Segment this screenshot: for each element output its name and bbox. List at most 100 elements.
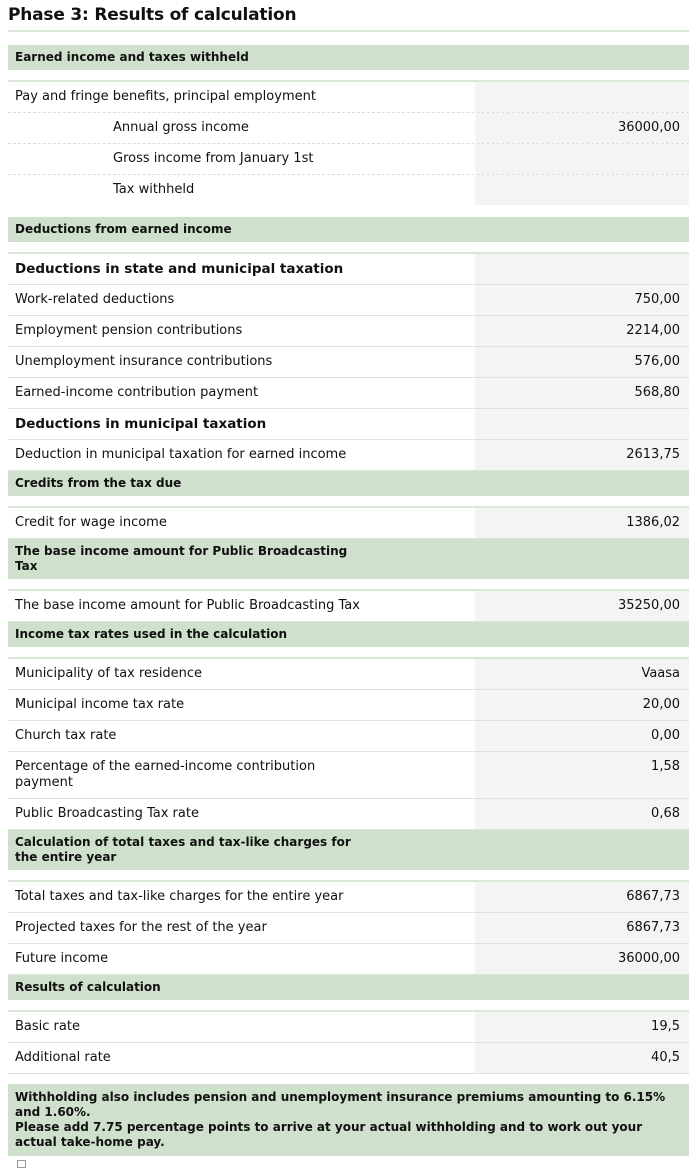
row-label: Gross income from January 1st [113, 151, 314, 166]
row-value: 6867,73 [475, 913, 689, 943]
row-value: 40,5 [475, 1043, 689, 1073]
row-label: Church tax rate [15, 728, 117, 743]
row-label-cell: Church tax rate [8, 721, 475, 751]
section-header-results-of-calculation: Results of calculation [8, 975, 689, 1000]
section-title: Results of calculation [15, 980, 161, 994]
divider [8, 70, 689, 82]
row-value: 0,00 [475, 721, 689, 751]
table-row: Future income 36000,00 [8, 944, 689, 975]
section-title: Earned income and taxes withheld [15, 50, 249, 64]
row-value: 0,68 [475, 799, 689, 829]
row-value [475, 254, 689, 284]
section-header-calculation-of-total-taxes-and-tax-like-charges-for-the-entire-year: Calculation of total taxes and tax-like … [8, 830, 689, 870]
row-label-cell: Tax withheld [8, 175, 475, 205]
row-label-cell: Earned-income contribution payment [8, 378, 475, 408]
row-value: 2214,00 [475, 316, 689, 346]
row-value: 2613,75 [475, 440, 689, 470]
row-label-cell: Work-related deductions [8, 285, 475, 315]
row-label-cell: Projected taxes for the rest of the year [8, 913, 475, 943]
row-label-cell: The base income amount for Public Broadc… [8, 591, 475, 621]
row-label-cell: Gross income from January 1st [8, 144, 475, 174]
divider [8, 242, 689, 254]
row-value: 1,58 [475, 752, 689, 798]
row-value: 20,00 [475, 690, 689, 720]
table-row: Gross income from January 1st [8, 144, 689, 175]
table-row: Basic rate 19,5 [8, 1012, 689, 1043]
row-label-cell: Basic rate [8, 1012, 475, 1042]
row-label: Unemployment insurance contributions [15, 354, 273, 369]
row-value: 750,00 [475, 285, 689, 315]
row-value [475, 409, 689, 439]
print-icon[interactable] [17, 1160, 26, 1168]
table-row: Pay and fringe benefits, principal emplo… [8, 82, 689, 113]
row-value: 576,00 [475, 347, 689, 377]
table-row: Municipal income tax rate 20,00 [8, 690, 689, 721]
section-header-the-base-income-amount-for-public-broadcasting-tax: The base income amount for Public Broadc… [8, 539, 689, 579]
row-label: Projected taxes for the rest of the year [15, 920, 267, 935]
table-row: Percentage of the earned-income contribu… [8, 752, 689, 799]
section-header-credits-from-the-tax-due: Credits from the tax due [8, 471, 689, 496]
row-label-cell: Future income [8, 944, 475, 974]
row-value: 1386,02 [475, 508, 689, 538]
divider [8, 496, 689, 508]
table-row: Annual gross income 36000,00 [8, 113, 689, 144]
row-label-cell: Credit for wage income [8, 508, 475, 538]
row-value: 6867,73 [475, 882, 689, 912]
row-label: Additional rate [15, 1050, 111, 1065]
row-label-cell: Annual gross income [8, 113, 475, 143]
table-row: Total taxes and tax-like charges for the… [8, 882, 689, 913]
row-label: Pay and fringe benefits, principal emplo… [15, 89, 316, 104]
section-spacer [8, 205, 689, 217]
note-line-1: Withholding also includes pension and un… [15, 1090, 666, 1119]
row-label: Basic rate [15, 1019, 80, 1034]
table-row: Unemployment insurance contributions 576,… [8, 347, 689, 378]
table-row: Projected taxes for the rest of the year… [8, 913, 689, 944]
row-label: The base income amount for Public Broadc… [15, 598, 360, 613]
row-label: Deduction in municipal taxation for earn… [15, 447, 347, 462]
table-row: Credit for wage income 1386,02 [8, 508, 689, 539]
row-value [475, 144, 689, 174]
section-title: Deductions from earned income [15, 222, 232, 236]
row-label: Municipal income tax rate [15, 697, 185, 712]
row-label: Credit for wage income [15, 515, 167, 530]
note-line-2: Please add 7.75 percentage points to arr… [15, 1120, 643, 1149]
row-label: Tax withheld [113, 182, 195, 197]
row-label-cell: Municipality of tax residence [8, 659, 475, 689]
section-title: Credits from the tax due [15, 476, 182, 490]
row-label: Deductions in state and municipal taxati… [15, 261, 344, 277]
row-label-cell: Deductions in municipal taxation [8, 409, 475, 439]
table-row: Additional rate 40,5 [8, 1043, 689, 1074]
results-page: Phase 3: Results of calculation Earned i… [8, 0, 689, 1168]
row-label: Percentage of the earned-income contribu… [15, 759, 316, 790]
row-label-cell: Municipal income tax rate [8, 690, 475, 720]
row-value: 35250,00 [475, 591, 689, 621]
table-row: Tax withheld [8, 175, 689, 205]
row-label: Future income [15, 951, 109, 966]
section-header-earned-income-and-taxes-withheld: Earned income and taxes withheld [8, 45, 689, 70]
row-label: Annual gross income [113, 120, 249, 135]
table-row: The base income amount for Public Broadc… [8, 591, 689, 622]
row-label: Earned-income contribution payment [15, 385, 259, 400]
section-header-deductions-from-earned-income: Deductions from earned income [8, 217, 689, 242]
divider [8, 647, 689, 659]
table-row: Work-related deductions 750,00 [8, 285, 689, 316]
withholding-note: Withholding also includes pension and un… [8, 1084, 689, 1156]
row-label-cell: Pay and fringe benefits, principal emplo… [8, 82, 475, 112]
row-value: 568,80 [475, 378, 689, 408]
section-header-income-tax-rates-used-in-the-calculation: Income tax rates used in the calculation [8, 622, 689, 647]
row-label-cell: Deduction in municipal taxation for earn… [8, 440, 475, 470]
section-title: Income tax rates used in the calculation [15, 627, 287, 641]
divider [8, 1000, 689, 1012]
row-label-cell: Deductions in state and municipal taxati… [8, 254, 475, 284]
results-sections: Earned income and taxes withheld Pay and … [8, 45, 689, 1074]
table-row: Municipality of tax residence Vaasa [8, 659, 689, 690]
row-label-cell: Percentage of the earned-income contribu… [8, 752, 475, 798]
row-value: Vaasa [475, 659, 689, 689]
row-label-cell: Unemployment insurance contributions [8, 347, 475, 377]
table-row: Employment pension contributions 2214,00 [8, 316, 689, 347]
row-label: Work-related deductions [15, 292, 175, 307]
row-value [475, 175, 689, 205]
row-label-cell: Additional rate [8, 1043, 475, 1073]
row-label: Public Broadcasting Tax rate [15, 806, 199, 821]
row-label-cell: Total taxes and tax-like charges for the… [8, 882, 475, 912]
